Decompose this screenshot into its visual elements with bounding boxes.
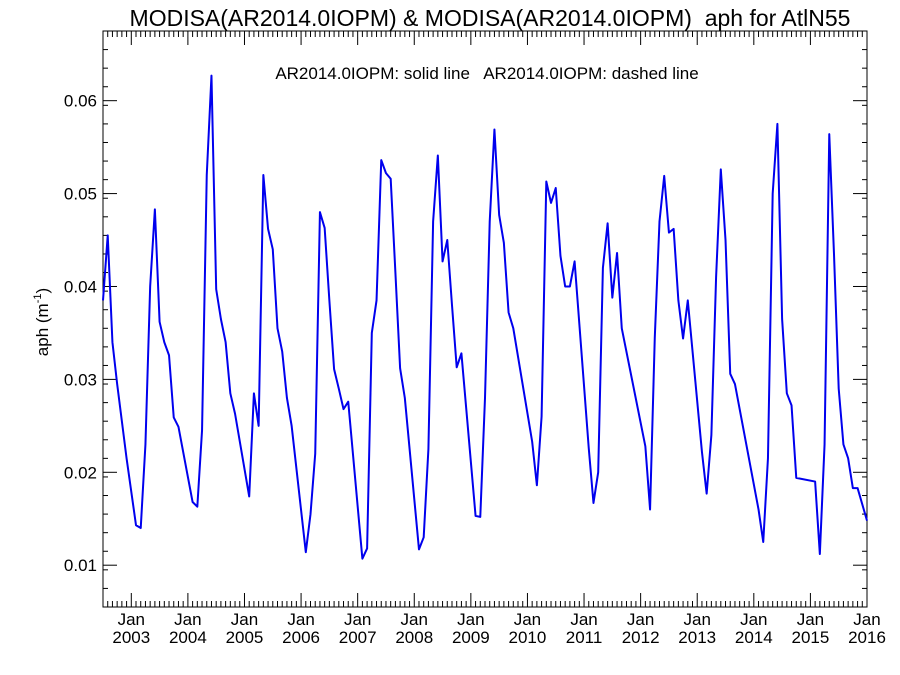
x-tick-year-label: 2016 [848,628,886,647]
y-tick-label: 0.01 [64,556,97,575]
x-tick-year-label: 2009 [452,628,490,647]
y-tick-label: 0.06 [64,92,97,111]
x-tick-year-label: 2015 [791,628,829,647]
plot-frame [102,30,868,608]
y-axis-label: aph (m-1) [32,288,52,356]
x-tick-year-label: 2014 [735,628,773,647]
y-tick-label: 0.05 [64,185,97,204]
x-tick-year-label: 2013 [678,628,716,647]
x-tick-year-label: 2011 [566,628,603,647]
x-tick-year-label: 2005 [226,628,264,647]
x-tick-month-label: Jan [457,610,484,629]
x-tick-month-label: Jan [231,610,258,629]
x-tick-year-label: 2007 [339,628,377,647]
y-axis-label-text: aph (m [33,303,52,356]
chart-annotation: AR2014.0IOPM: solid line AR2014.0IOPM: d… [275,64,698,83]
x-tick-month-label: Jan [514,610,541,629]
x-tick-month-label: Jan [344,610,371,629]
chart-title: MODISA(AR2014.0IOPM) & MODISA(AR2014.0IO… [130,5,851,31]
series-layer [102,74,868,560]
x-tick-month-label: Jan [570,610,597,629]
x-tick-month-label: Jan [287,610,314,629]
x-tick-month-label: Jan [684,610,711,629]
y-tick-label: 0.03 [64,370,97,389]
series-line [102,74,868,560]
x-tick-month-label: Jan [627,610,654,629]
x-tick-month-label: Jan [401,610,428,629]
y-tick-label: 0.02 [64,463,97,482]
y-axis-label-close: ) [33,288,52,294]
y-tick-label: 0.04 [64,277,97,296]
x-axis: Jan2003Jan2004Jan2005Jan2006Jan2007Jan20… [102,31,886,647]
x-tick-year-label: 2010 [509,628,547,647]
y-axis-label-exponent: -1 [32,293,44,303]
x-tick-year-label: 2006 [282,628,320,647]
x-tick-month-label: Jan [853,610,880,629]
x-tick-month-label: Jan [118,610,145,629]
x-tick-year-label: 2004 [169,628,207,647]
x-tick-year-label: 2008 [395,628,433,647]
x-tick-month-label: Jan [174,610,201,629]
x-tick-year-label: 2012 [622,628,660,647]
x-tick-month-label: Jan [797,610,824,629]
x-tick-month-label: Jan [740,610,767,629]
x-tick-year-label: 2003 [112,628,150,647]
y-axis: 0.01 0.02 0.03 0.04 0.05 0.06 [64,30,867,608]
